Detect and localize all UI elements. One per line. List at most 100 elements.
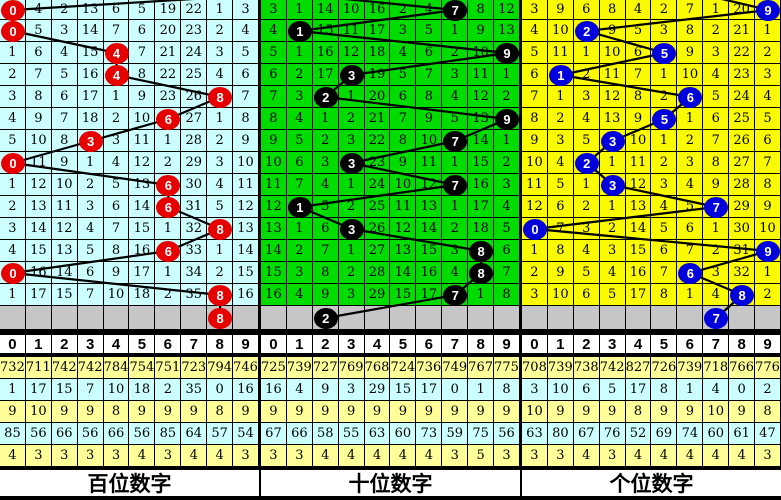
trend-cell: 13 <box>416 196 443 218</box>
pending-cell <box>261 306 287 330</box>
stats-cell: 742 <box>599 357 626 379</box>
trend-cell: 6 <box>261 64 287 86</box>
trend-cell: 33 <box>181 240 208 262</box>
pending-cell <box>286 306 313 330</box>
trend-cell <box>677 86 704 108</box>
stats-cell: 75 <box>468 423 495 445</box>
trend-cell: 2 <box>390 0 417 20</box>
stats-cell: 9 <box>651 401 678 423</box>
trend-cell: 3 <box>677 152 704 174</box>
trend-cell: 19 <box>364 64 391 86</box>
stats-cell: 16 <box>233 379 259 401</box>
stats-cell: 8 <box>494 379 520 401</box>
trend-cell: 13 <box>261 218 287 240</box>
trend-cell: 3 <box>338 284 365 306</box>
trend-cell <box>286 20 313 42</box>
trend-cell: 9 <box>522 130 548 152</box>
trend-cell: 15 <box>25 240 52 262</box>
digit-header-cell: 9 <box>755 335 781 353</box>
trend-cell: 34 <box>181 262 208 284</box>
trend-cell: 3 <box>233 0 259 20</box>
trend-cell: 12 <box>51 218 78 240</box>
trend-cell: 1 <box>286 218 313 240</box>
trend-cell: 11 <box>416 152 443 174</box>
digit-header-cell: 1 <box>25 335 52 353</box>
trend-cell: 25 <box>729 108 756 130</box>
stats-cell: 9 <box>729 401 756 423</box>
trend-cell: 11 <box>233 174 259 196</box>
trend-cell: 26 <box>181 86 208 108</box>
trend-cell: 3 <box>0 86 26 108</box>
trend-rows: 3 1 14 10 16 2 4 8 12 4 15 11 17 3 5 1 9 13 5 1 16 12 18 4 6 2 10 6… <box>261 0 520 330</box>
pending-cell <box>442 306 469 330</box>
trend-cell: 8 <box>651 284 678 306</box>
trend-cell: 13 <box>390 240 417 262</box>
stats-cell: 10 <box>522 401 548 423</box>
trend-cell: 3 <box>755 64 781 86</box>
panel-label-tens: 十位数字 <box>261 467 520 500</box>
stats-cell: 7 <box>77 379 104 401</box>
trend-cell <box>468 262 495 284</box>
trend-cell: 6 <box>651 240 678 262</box>
trend-cell: 8 <box>233 108 259 130</box>
trend-cell: 25 <box>181 64 208 86</box>
trend-cell: 6 <box>390 86 417 108</box>
panel-hundreds: 4 2 13 6 5 19 22 1 3 5 3 14 7 6 20 23 2 4 1 6 4 15 7 21 24 3 5 2 7 5 1… <box>0 0 259 500</box>
trend-cell: 4 <box>677 174 704 196</box>
stats-cell: 4 <box>312 445 339 467</box>
stats-cell: 73 <box>416 423 443 445</box>
trend-cell: 1 <box>573 174 600 196</box>
trend-cell: 6 <box>129 20 156 42</box>
trend-cell: 10 <box>338 0 365 20</box>
trend-cell: 10 <box>103 284 130 306</box>
trend-cell: 8 <box>129 64 156 86</box>
trend-cell: 2 <box>207 262 234 284</box>
stats-cell: 3 <box>103 445 130 467</box>
trend-cell: 27 <box>729 152 756 174</box>
digit-header-cell: 7 <box>181 335 208 353</box>
trend-cell: 8 <box>625 86 652 108</box>
trend-cell: 9 <box>755 196 781 218</box>
trend-cell: 9 <box>390 152 417 174</box>
stats-cell: 8 <box>103 401 130 423</box>
trend-cell: 3 <box>494 174 520 196</box>
trend-cell: 28 <box>729 174 756 196</box>
trend-cell: 13 <box>494 20 520 42</box>
trend-cell: 7 <box>677 240 704 262</box>
panel-label-hundreds: 百位数字 <box>0 467 259 500</box>
trend-cell: 7 <box>677 0 704 20</box>
trend-cell <box>207 284 234 306</box>
trend-cell: 12 <box>338 42 365 64</box>
trend-cell: 1 <box>547 86 574 108</box>
trend-cell: 17 <box>364 20 391 42</box>
trend-cell: 15 <box>312 20 339 42</box>
pending-cell <box>0 306 26 330</box>
trend-cell: 17 <box>416 284 443 306</box>
trend-cell: 15 <box>129 218 156 240</box>
trend-cell: 7 <box>312 240 339 262</box>
stats-cell: 4 <box>364 445 391 467</box>
trend-cell: 14 <box>261 240 287 262</box>
trend-cell: 1 <box>0 284 26 306</box>
trend-cell: 6 <box>522 64 548 86</box>
trend-cell: 1 <box>442 196 469 218</box>
digit-header-cell: 7 <box>442 335 469 353</box>
stats-cell: 54 <box>233 423 259 445</box>
trend-cell <box>442 0 469 20</box>
trend-rows: 3 9 6 8 4 2 7 1 20 4 10 9 5 3 8 2 21 1 5 11 1 10 6 9 3 22 2 6 2 11 7 1 1… <box>522 0 781 330</box>
trend-cell: 2 <box>442 218 469 240</box>
trend-cell: 9 <box>312 284 339 306</box>
trend-cell: 7 <box>703 130 730 152</box>
stats-cell: 9 <box>599 401 626 423</box>
trend-cell: 22 <box>181 0 208 20</box>
trend-cell: 6 <box>625 42 652 64</box>
stats-cell: 10 <box>103 379 130 401</box>
trend-cell: 5 <box>547 174 574 196</box>
digit-header-cell: 5 <box>129 335 156 353</box>
trend-rows: 4 2 13 6 5 19 22 1 3 5 3 14 7 6 20 23 2 4 1 6 4 15 7 21 24 3 5 2 7 5 1… <box>0 0 259 330</box>
trend-cell: 14 <box>468 130 495 152</box>
trend-cell: 2 <box>573 196 600 218</box>
stats-cell: 3 <box>442 445 469 467</box>
trend-cell: 2 <box>77 174 104 196</box>
